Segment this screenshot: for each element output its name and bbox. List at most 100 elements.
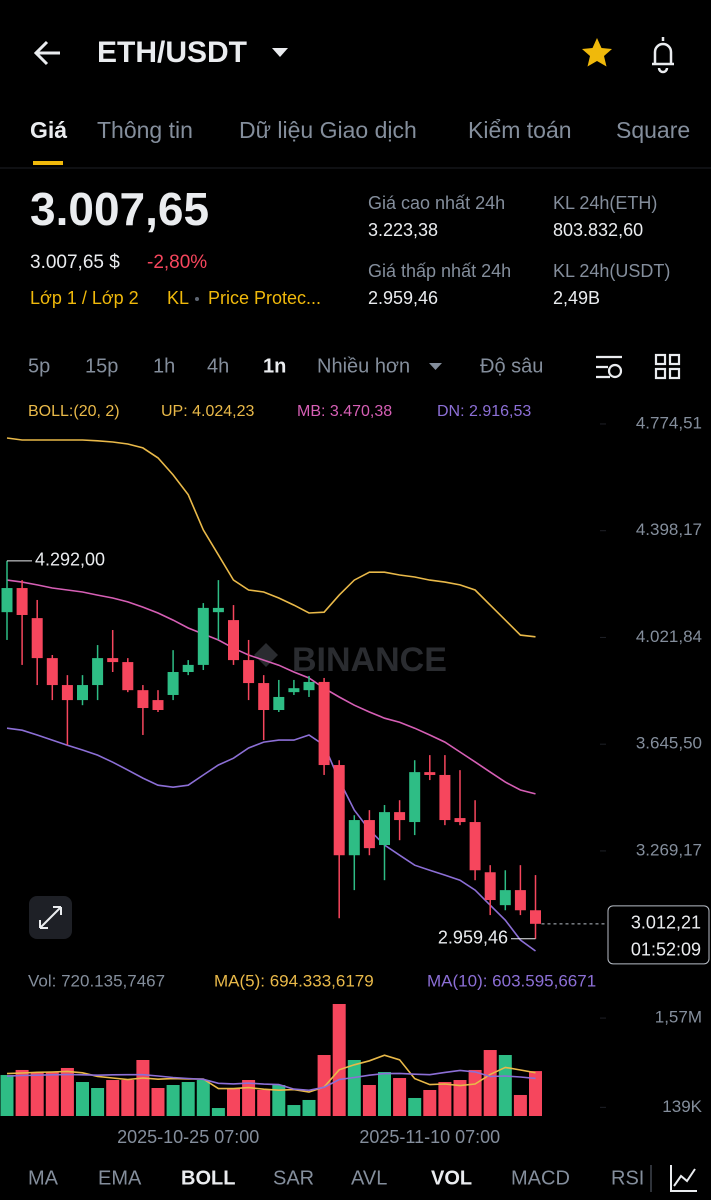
last-price-label: 3.012,21 xyxy=(631,913,701,933)
indicator-tab[interactable]: MACD xyxy=(511,1167,570,1189)
candle-body xyxy=(152,700,164,711)
tab[interactable]: Thông tin xyxy=(97,117,193,143)
pair-dropdown[interactable] xyxy=(272,48,288,57)
interval[interactable]: 4h xyxy=(207,355,229,377)
depth-tab[interactable]: Độ sâu xyxy=(480,355,543,377)
boll-line xyxy=(6,579,536,795)
indicator-tab[interactable]: AVL xyxy=(351,1167,387,1189)
interval[interactable]: 1h xyxy=(153,355,175,377)
candle-body xyxy=(303,681,315,691)
candle-body xyxy=(197,607,209,665)
y-tick-label: 4.021,84 xyxy=(636,627,702,646)
stat-value: 2.959,46 xyxy=(368,288,438,308)
y-tick-label: 3.269,17 xyxy=(636,840,702,859)
chart-type-button[interactable] xyxy=(670,1165,697,1192)
stat-value: 3.223,38 xyxy=(368,220,438,240)
legend-entry: MB: 3.470,38 xyxy=(297,403,392,420)
candle-body xyxy=(228,620,239,661)
favorite-star[interactable] xyxy=(582,38,612,67)
more-intervals[interactable]: Nhiều hơn xyxy=(317,355,410,377)
candle-body xyxy=(122,662,134,691)
candle-body xyxy=(16,588,28,615)
alert-bell[interactable] xyxy=(652,37,674,74)
volume-bar xyxy=(166,1085,180,1116)
last-price: 3.007,65 xyxy=(30,183,209,235)
volume-bar xyxy=(453,1080,467,1116)
volume-bar xyxy=(287,1105,301,1116)
volume-bar xyxy=(91,1087,105,1116)
indicator-tab[interactable]: MA xyxy=(28,1167,59,1189)
last-price-tag xyxy=(607,905,710,965)
legend-entry: Vol: 720.135,7467 xyxy=(28,971,165,990)
indicator-tab[interactable]: RSI xyxy=(611,1167,644,1189)
high-label: 4.292,00 xyxy=(35,550,105,570)
tab[interactable]: Dữ liệu Giao dịch xyxy=(239,117,417,143)
legend-entry: DN: 2.916,53 xyxy=(437,403,531,420)
tab[interactable]: Square xyxy=(616,117,690,143)
tag[interactable]: Price Protec... xyxy=(208,288,321,308)
volume-bar xyxy=(60,1067,74,1116)
candle-body xyxy=(167,672,179,695)
volume-bar xyxy=(106,1080,120,1116)
stat-value: 2,49B xyxy=(553,288,600,308)
stat-value: 803.832,60 xyxy=(553,220,643,240)
candle-body xyxy=(46,658,58,686)
volume-bar xyxy=(483,1050,497,1116)
stat-label: KL 24h(USDT) xyxy=(553,261,670,281)
low-label: 2.959,46 xyxy=(438,928,508,948)
countdown: 01:52:09 xyxy=(631,940,701,960)
volume-bar xyxy=(257,1089,271,1116)
candle-body xyxy=(182,664,194,673)
volume-bar xyxy=(438,1082,452,1116)
candle-body xyxy=(484,872,496,901)
tab[interactable]: Giá xyxy=(30,117,67,143)
volume-bar xyxy=(423,1089,437,1116)
interval[interactable]: 5p xyxy=(28,355,50,377)
candle-body xyxy=(394,812,406,821)
candle-body xyxy=(212,607,224,613)
legend-entry: MA(10): 603.595,6671 xyxy=(427,971,596,990)
chart-settings[interactable] xyxy=(596,355,623,379)
pair-title[interactable]: ETH/USDT xyxy=(97,36,247,69)
candle-body xyxy=(454,818,466,823)
indicator-tab[interactable]: VOL xyxy=(431,1167,472,1189)
volume-bar xyxy=(45,1072,59,1116)
back-button[interactable] xyxy=(33,40,60,66)
volume-bar xyxy=(272,1085,286,1116)
y-tick-label: 3.645,50 xyxy=(636,734,702,753)
volume-bar xyxy=(30,1072,44,1116)
boll-line xyxy=(6,437,536,638)
volume-bar xyxy=(151,1087,165,1116)
expand-button[interactable] xyxy=(29,896,72,939)
legend-title: BOLL:(20, 2) xyxy=(28,403,120,420)
volume-bar xyxy=(211,1108,225,1116)
more-dropdown[interactable] xyxy=(429,363,442,370)
interval[interactable]: 15p xyxy=(85,355,118,377)
volume-bar xyxy=(347,1059,361,1116)
tag[interactable]: KL xyxy=(167,288,189,308)
stat-label: Giá thấp nhất 24h xyxy=(368,261,511,281)
volume-bar xyxy=(408,1097,422,1116)
tag[interactable]: Lớp 1 / Lớp 2 xyxy=(30,288,139,308)
candle-body xyxy=(318,681,330,766)
volume-bar xyxy=(378,1072,391,1116)
tag-separator xyxy=(195,297,199,301)
stat-label: Giá cao nhất 24h xyxy=(368,193,505,213)
indicator-tab[interactable]: BOLL xyxy=(181,1167,235,1189)
volume-bar xyxy=(393,1078,407,1116)
volume-bar xyxy=(529,1071,542,1116)
candle-body xyxy=(514,890,526,911)
candle-body xyxy=(107,658,119,663)
volume-bar xyxy=(227,1087,240,1116)
volume-bar xyxy=(302,1099,316,1116)
volume-bar xyxy=(181,1082,195,1116)
tab[interactable]: Kiểm toán xyxy=(468,117,572,143)
layout-button[interactable] xyxy=(654,353,681,380)
indicator-tab[interactable]: SAR xyxy=(273,1167,314,1189)
indicator-tab[interactable]: EMA xyxy=(98,1167,142,1189)
watermark: BINANCE xyxy=(292,641,447,679)
candle-body xyxy=(288,688,300,693)
interval[interactable]: 1n xyxy=(263,355,286,377)
